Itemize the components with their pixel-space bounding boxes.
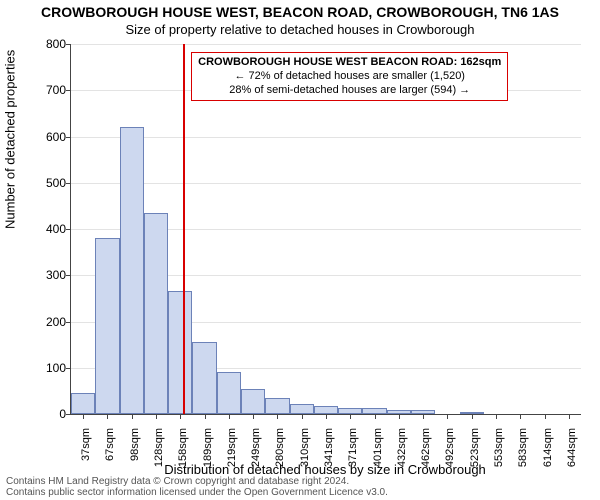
- histogram-bar: [95, 238, 119, 414]
- plot-area: CROWBOROUGH HOUSE WEST BEACON ROAD: 162s…: [70, 44, 581, 415]
- footer: Contains HM Land Registry data © Crown c…: [6, 476, 388, 498]
- x-tick: [569, 414, 570, 419]
- x-tick-label: 310sqm: [299, 428, 311, 467]
- x-tick-label: 280sqm: [274, 428, 286, 467]
- chart-subtitle: Size of property relative to detached ho…: [0, 22, 600, 37]
- x-tick-label: 189sqm: [202, 428, 214, 467]
- y-tick: [66, 414, 71, 415]
- x-tick-label: 401sqm: [372, 428, 384, 467]
- histogram-bar: [314, 406, 338, 414]
- x-tick-label: 128sqm: [153, 428, 165, 467]
- y-tick: [66, 275, 71, 276]
- x-tick: [83, 414, 84, 419]
- y-tick-label: 400: [26, 222, 66, 236]
- x-tick: [545, 414, 546, 419]
- histogram-bar: [144, 213, 168, 414]
- y-tick-label: 700: [26, 83, 66, 97]
- grid-line: [71, 137, 581, 138]
- histogram-bar: [217, 372, 241, 414]
- x-tick: [277, 414, 278, 419]
- x-tick-label: 67sqm: [104, 428, 116, 461]
- callout-line-1: ← 72% of detached houses are smaller (1,…: [198, 70, 501, 84]
- x-tick-label: 98sqm: [129, 428, 141, 461]
- callout-box: CROWBOROUGH HOUSE WEST BEACON ROAD: 162s…: [191, 52, 508, 101]
- x-tick: [180, 414, 181, 419]
- x-tick-label: 158sqm: [177, 428, 189, 467]
- histogram-bar: [265, 398, 289, 414]
- x-tick-label: 553sqm: [493, 428, 505, 467]
- x-tick-label: 432sqm: [396, 428, 408, 467]
- y-tick-label: 0: [26, 407, 66, 421]
- y-tick-label: 100: [26, 361, 66, 375]
- y-tick-label: 300: [26, 268, 66, 282]
- histogram-bar: [192, 342, 216, 414]
- x-tick-label: 644sqm: [566, 428, 578, 467]
- x-tick: [229, 414, 230, 419]
- x-tick: [205, 414, 206, 419]
- y-tick-label: 600: [26, 130, 66, 144]
- x-tick-label: 219sqm: [226, 428, 238, 467]
- y-tick: [66, 183, 71, 184]
- y-tick: [66, 44, 71, 45]
- footer-line-1: Contains HM Land Registry data © Crown c…: [6, 476, 388, 487]
- x-tick: [156, 414, 157, 419]
- x-tick: [350, 414, 351, 419]
- x-tick: [423, 414, 424, 419]
- histogram-bar: [241, 389, 265, 414]
- x-tick-label: 341sqm: [323, 428, 335, 467]
- x-tick: [472, 414, 473, 419]
- x-tick: [399, 414, 400, 419]
- y-tick: [66, 322, 71, 323]
- y-axis-label: Number of detached properties: [3, 50, 18, 229]
- x-tick-label: 249sqm: [250, 428, 262, 467]
- grid-line: [71, 183, 581, 184]
- x-tick: [326, 414, 327, 419]
- x-tick: [520, 414, 521, 419]
- x-tick-label: 462sqm: [420, 428, 432, 467]
- x-tick: [253, 414, 254, 419]
- footer-line-2: Contains public sector information licen…: [6, 487, 388, 498]
- x-tick-label: 583sqm: [517, 428, 529, 467]
- x-tick-label: 492sqm: [444, 428, 456, 467]
- x-tick: [132, 414, 133, 419]
- y-tick: [66, 368, 71, 369]
- y-tick: [66, 90, 71, 91]
- chart-container: CROWBOROUGH HOUSE WEST, BEACON ROAD, CRO…: [0, 0, 600, 500]
- x-tick: [447, 414, 448, 419]
- x-tick: [496, 414, 497, 419]
- x-tick-label: 37sqm: [80, 428, 92, 461]
- y-tick: [66, 229, 71, 230]
- x-tick-label: 371sqm: [347, 428, 359, 467]
- callout-line-2: 28% of semi-detached houses are larger (…: [198, 84, 501, 98]
- x-tick: [302, 414, 303, 419]
- histogram-bar: [168, 291, 192, 414]
- y-tick-label: 800: [26, 37, 66, 51]
- histogram-bar: [120, 127, 144, 414]
- grid-line: [71, 44, 581, 45]
- y-tick-label: 200: [26, 315, 66, 329]
- x-tick: [375, 414, 376, 419]
- histogram-bar: [290, 404, 314, 414]
- marker-line: [183, 44, 185, 414]
- x-tick-label: 523sqm: [469, 428, 481, 467]
- y-tick-label: 500: [26, 176, 66, 190]
- x-tick: [107, 414, 108, 419]
- histogram-bar: [71, 393, 95, 414]
- x-tick-label: 614sqm: [542, 428, 554, 467]
- chart-title: CROWBOROUGH HOUSE WEST, BEACON ROAD, CRO…: [0, 4, 600, 20]
- callout-title: CROWBOROUGH HOUSE WEST BEACON ROAD: 162s…: [198, 56, 501, 70]
- y-tick: [66, 137, 71, 138]
